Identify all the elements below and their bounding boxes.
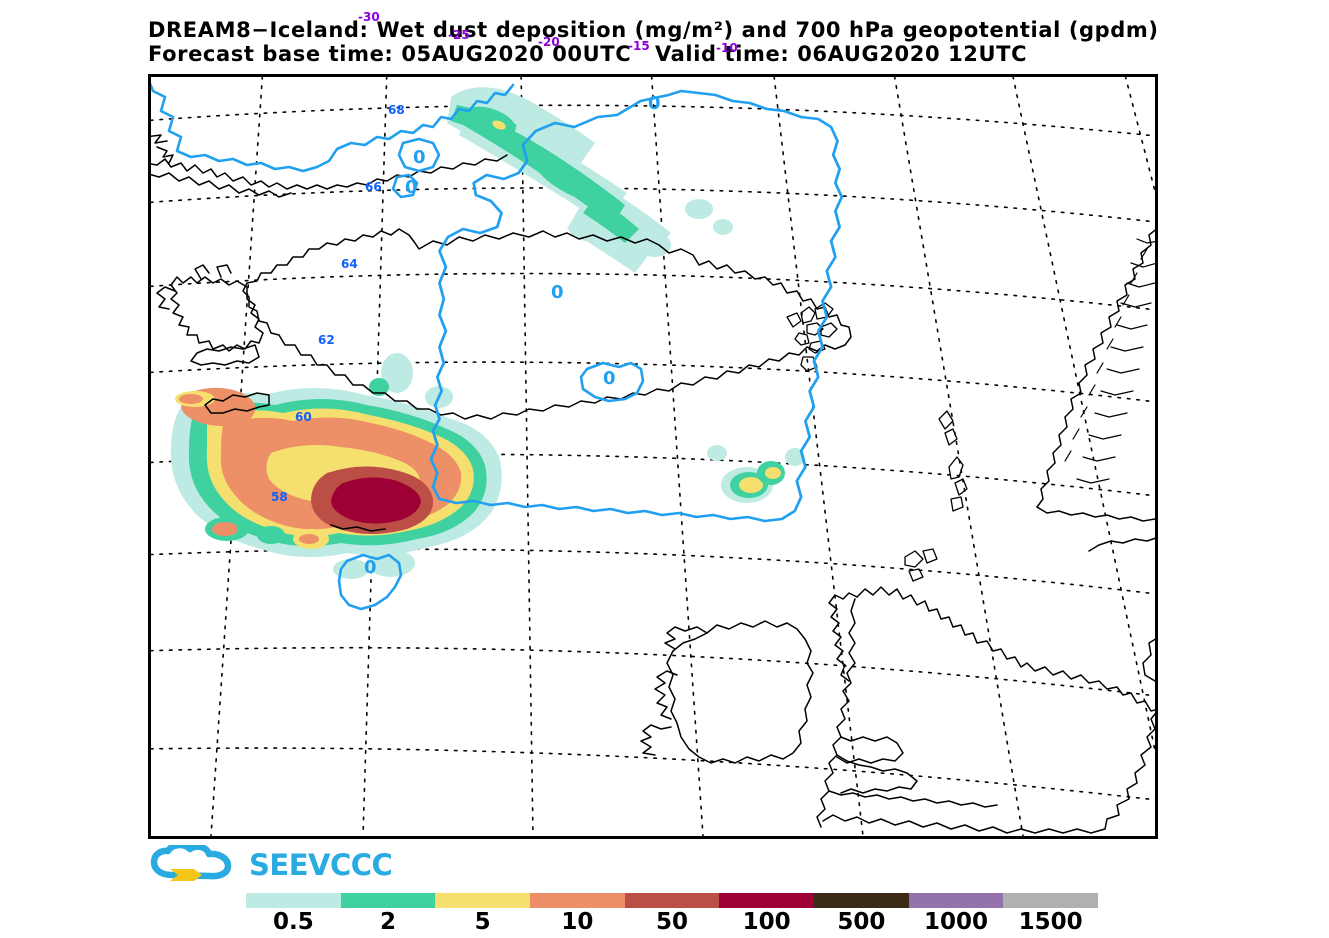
lon-label--25: -25 bbox=[448, 28, 470, 42]
lat-label-68: 68 bbox=[388, 103, 405, 117]
contour-label-0: 0 bbox=[405, 177, 418, 198]
colorbar-label-500: 500 bbox=[837, 909, 886, 935]
lon-label--30: -30 bbox=[358, 10, 380, 24]
geopotential-contours bbox=[151, 82, 844, 611]
lon-label--15: -15 bbox=[628, 39, 650, 53]
lon-label--20: -20 bbox=[538, 35, 560, 49]
colorbar-label-2: 2 bbox=[379, 909, 397, 935]
contour-labels: 0 0 0 0 0 0 0 bbox=[364, 93, 661, 578]
contour-label-0: 0 bbox=[603, 368, 616, 389]
title-line-1: DREAM8−Iceland: Wet dust deposition (mg/… bbox=[148, 18, 1159, 42]
contour-label-0: 0 bbox=[648, 93, 661, 114]
contour-label-0: 0 bbox=[551, 282, 564, 303]
colorbar-segment-50 bbox=[624, 893, 720, 908]
page-title: DREAM8−Iceland: Wet dust deposition (mg/… bbox=[148, 18, 1328, 66]
colorbar-strip[interactable] bbox=[246, 893, 1099, 908]
seevccc-logo[interactable]: SEEVCCC bbox=[150, 845, 393, 885]
colorbar-label-100: 100 bbox=[742, 909, 791, 935]
colorbar-segment-1000 bbox=[908, 893, 1004, 908]
colorbar-label-50: 50 bbox=[655, 909, 689, 935]
coastlines bbox=[151, 134, 1155, 834]
parallel-lines bbox=[151, 104, 1155, 801]
lat-label-66: 66 bbox=[365, 180, 382, 194]
lat-label-60: 60 bbox=[295, 410, 312, 424]
colorbar-label-1500: 1500 bbox=[1018, 909, 1083, 935]
lat-label-62: 62 bbox=[318, 333, 335, 347]
title-line-2: Forecast base time: 05AUG2020 00UTC Vali… bbox=[148, 42, 1028, 66]
contour-label-0: 0 bbox=[413, 147, 426, 168]
colorbar-segment-100 bbox=[719, 893, 815, 908]
meridian-lines bbox=[210, 77, 1155, 836]
colorbar: 0.5 2 5 10 50 100 500 1000 1500 bbox=[246, 893, 1099, 938]
colorbar-tick-labels: 0.5 2 5 10 50 100 500 1000 1500 bbox=[246, 908, 1098, 938]
contour-label-0: 0 bbox=[364, 557, 377, 578]
map-svg: 0 0 0 0 0 0 0 bbox=[151, 77, 1155, 836]
colorbar-label-5: 5 bbox=[474, 909, 491, 935]
lat-label-64: 64 bbox=[341, 257, 358, 271]
logo-text: SEEVCCC bbox=[249, 848, 393, 882]
colorbar-segment-5 bbox=[435, 893, 531, 908]
colorbar-segment-2 bbox=[340, 893, 436, 908]
cloud-arrow-icon bbox=[150, 845, 232, 881]
colorbar-segment-500 bbox=[814, 893, 909, 908]
dust-deposition-field bbox=[170, 87, 805, 579]
lat-label-58: 58 bbox=[271, 490, 288, 504]
colorbar-label-1000: 1000 bbox=[923, 909, 989, 935]
colorbar-segment-10 bbox=[530, 893, 625, 908]
colorbar-segment-0.5 bbox=[246, 893, 341, 908]
colorbar-label-10: 10 bbox=[561, 909, 594, 935]
map-canvas[interactable]: 0 0 0 0 0 0 0 bbox=[148, 74, 1158, 839]
lon-label--10: -10 bbox=[716, 41, 738, 55]
colorbar-segment-1500 bbox=[1003, 893, 1099, 908]
colorbar-label-0.5: 0.5 bbox=[272, 909, 314, 935]
